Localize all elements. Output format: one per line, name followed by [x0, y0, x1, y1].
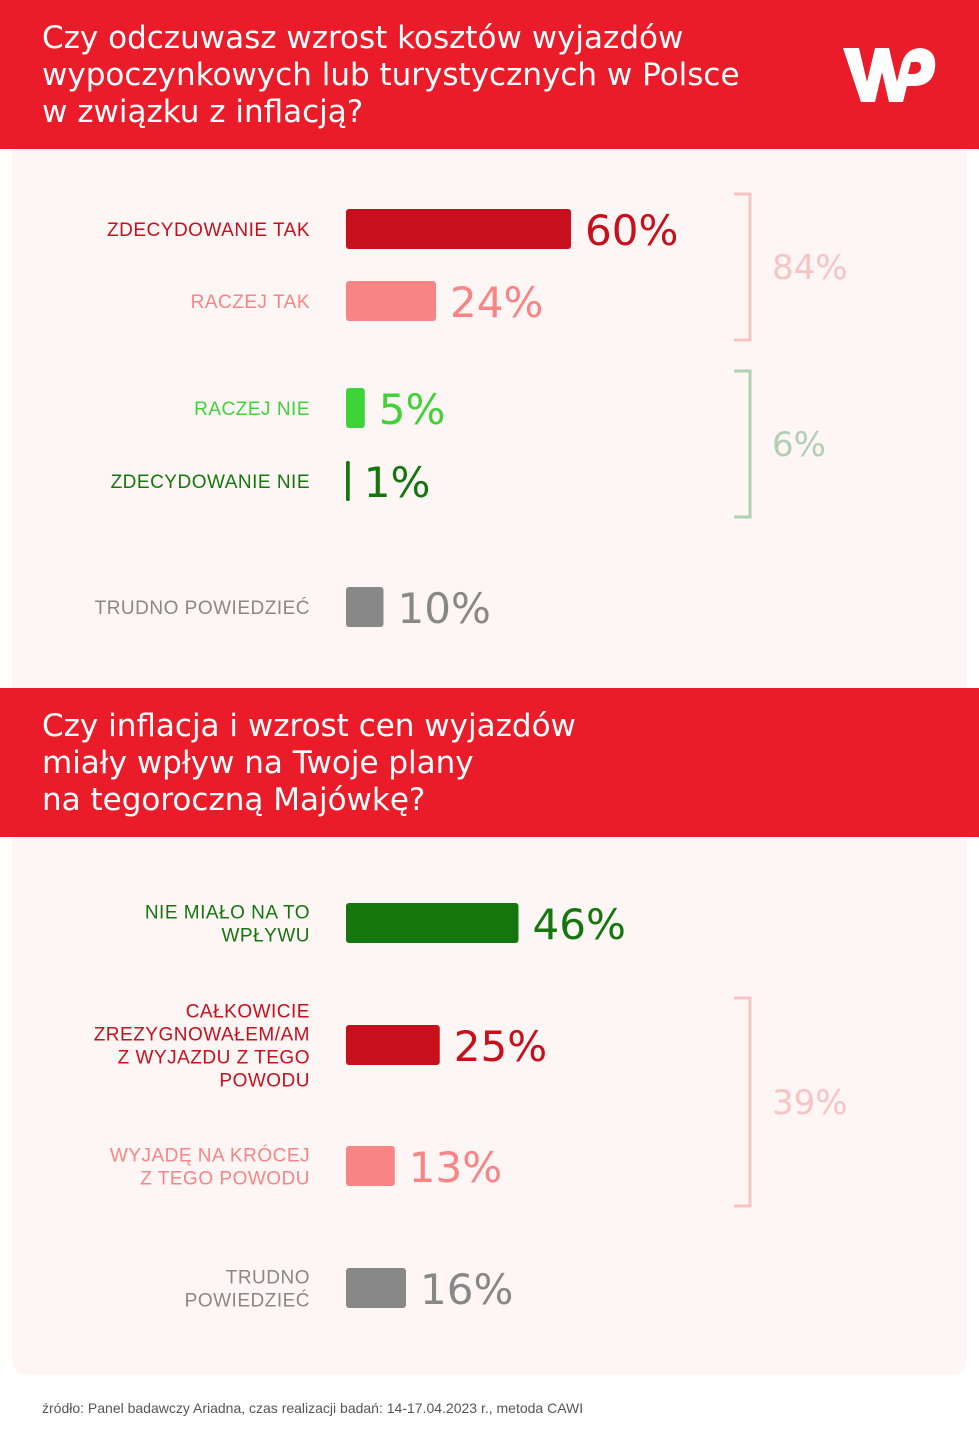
- chart1-group-label: 84%: [772, 248, 848, 288]
- chart1-bar: [346, 209, 571, 249]
- chart2-group-bracket: [734, 996, 752, 1208]
- chart2-title: Czy inflacja i wzrost cen wyjazdów miały…: [42, 708, 576, 818]
- chart1-category-label: TRUDNO POWIEDZIEĆ: [95, 597, 310, 619]
- chart1-value-label: 5%: [379, 385, 446, 434]
- chart1-category-label: ZDECYDOWANIE NIE: [111, 472, 310, 493]
- chart1-value-label: 10%: [398, 584, 491, 633]
- chart1-group-label: 6%: [772, 425, 826, 465]
- chart2-value-label: 25%: [454, 1022, 547, 1071]
- chart2-value-label: 46%: [533, 900, 626, 949]
- chart1-bar: [346, 587, 384, 627]
- chart1-category-label: RACZEJ NIE: [194, 399, 310, 420]
- chart1-header: Czy odczuwasz wzrost kosztów wyjazdów wy…: [0, 0, 979, 149]
- chart2-header: Czy inflacja i wzrost cen wyjazdów miały…: [0, 688, 979, 837]
- chart2-category-label: WYJADĘ NA KRÓCEJ Z TEGO POWODU: [110, 1145, 310, 1190]
- chart2-bar: [346, 1025, 440, 1065]
- chart1-value-label: 60%: [585, 206, 678, 255]
- chart1-title: Czy odczuwasz wzrost kosztów wyjazdów wy…: [42, 20, 740, 130]
- chart2-group-label: 39%: [772, 1083, 848, 1123]
- chart2-category-label: CAŁKOWICIE ZREZYGNOWAŁEM/AM Z WYJAZDU Z TE…: [94, 1002, 310, 1092]
- chart2-category-label: TRUDNO POWIEDZIEĆ: [185, 1268, 310, 1312]
- chart1-category-label: RACZEJ TAK: [191, 292, 310, 313]
- chart1-group-bracket: [734, 192, 752, 342]
- chart2-bar: [346, 903, 519, 943]
- wp-logo-icon: [843, 48, 936, 102]
- source-note: źródło: Panel badawczy Ariadna, czas rea…: [42, 1400, 584, 1416]
- chart1-value-label: 24%: [450, 278, 543, 327]
- chart2-category-label: NIE MIAŁO NA TO WPŁYWU: [145, 903, 310, 947]
- chart1-value-label: 1%: [364, 458, 431, 507]
- chart1-group-bracket: [734, 369, 752, 519]
- chart2-value-label: 13%: [409, 1143, 502, 1192]
- chart1-bar: [346, 388, 365, 428]
- chart1-bar: [346, 461, 350, 501]
- chart1-category-label: ZDECYDOWANIE TAK: [107, 220, 310, 241]
- chart2-bar: [346, 1146, 395, 1186]
- chart2-value-label: 16%: [420, 1265, 513, 1314]
- chart1-bar: [346, 281, 436, 321]
- chart2-bar: [346, 1268, 406, 1308]
